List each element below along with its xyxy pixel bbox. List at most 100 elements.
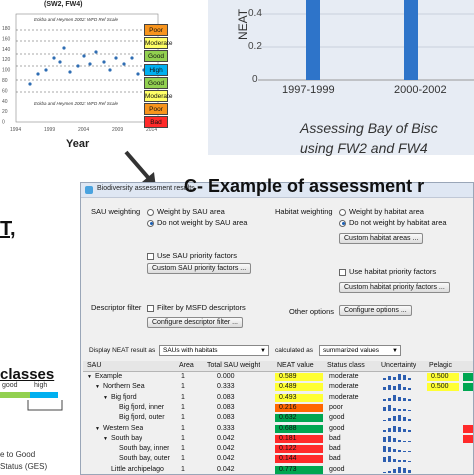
tree-expand-icon[interactable]: ▼ [103, 394, 108, 401]
data-point [76, 64, 80, 68]
sau-radio-no-weight[interactable]: Do not weight by SAU area [147, 218, 247, 227]
display-select[interactable]: SAUs with habitats ▼ [159, 345, 269, 356]
uncertainty-bar [408, 398, 411, 401]
table-row[interactable]: ▼ Western Sea 1 0.333 0.688 good [83, 424, 473, 434]
column-header[interactable]: SAU [87, 362, 102, 369]
uncertainty-bar [408, 409, 411, 411]
uncertainty-bar [408, 451, 411, 453]
other-options-label: Other options [289, 307, 335, 316]
data-point [52, 56, 56, 60]
column-header[interactable]: Uncertainty [381, 362, 417, 369]
data-point [62, 46, 66, 50]
uncertainty-bar [408, 469, 411, 473]
configure-descriptor-filter-button[interactable]: Configure descriptor filter ... [147, 317, 243, 328]
uncertainty-bar [398, 460, 401, 463]
filter-msfd-checkbox[interactable]: Filter by MSFD descriptors [147, 303, 246, 312]
configure-options-button[interactable]: Configure options ... [339, 305, 412, 316]
checkbox-icon [339, 268, 346, 276]
neat-value-fill [275, 373, 323, 381]
sau-name-cell: ▼ Big fjord [103, 393, 137, 401]
uncertainty-bar [383, 471, 386, 473]
data-point [108, 68, 112, 72]
uncertainty-bar [388, 456, 391, 463]
sau-name-cell: Big fjord, inner [119, 403, 165, 411]
extra-column-fill [463, 434, 473, 443]
to-good-text: e to Good [0, 450, 36, 459]
tree-expand-icon[interactable]: ▼ [103, 435, 108, 442]
column-header[interactable]: NEAT value [277, 362, 314, 369]
high-label: high [34, 382, 48, 389]
calculated-select[interactable]: summarized values ▼ [319, 345, 401, 356]
status-class-cell: moderate [329, 383, 359, 391]
neat-value-cell: 0.144 [279, 455, 297, 463]
uncertainty-bar [398, 466, 401, 473]
table-row[interactable]: ▼ South bay 1 0.042 0.181 bad [83, 434, 473, 444]
x-tick: 1994 [10, 127, 21, 133]
tree-expand-icon[interactable]: ▼ [87, 374, 92, 380]
status-class-box: High [144, 63, 168, 76]
area-cell: 1 [181, 403, 185, 411]
habitat-radio-no-weight[interactable]: Do not weight by habitat area [339, 218, 447, 227]
uncertainty-bar [393, 377, 396, 380]
tree-expand-icon[interactable]: ▼ [95, 384, 100, 391]
tree-expand-icon[interactable]: ▼ [95, 425, 100, 432]
uncertainty-bar [383, 429, 386, 432]
uncertainty-bar [408, 440, 411, 442]
uncertainty-bar [408, 388, 411, 391]
habitat-radio-weight[interactable]: Weight by habitat area [339, 207, 424, 216]
uncertainty-bar [403, 397, 406, 401]
table-header-row: SAU Area Total SAU weight NEAT value Sta… [83, 361, 473, 372]
uncertainty-bar [383, 378, 386, 380]
area-cell: 1 [181, 383, 185, 391]
checkbox-icon [147, 304, 154, 312]
column-header[interactable]: Total SAU weight [207, 362, 261, 369]
table-row[interactable]: ▼ Northern Sea 1 0.333 0.489 moderate 0.500 [83, 382, 473, 392]
table-row[interactable]: Big fjord, inner 1 0.083 0.216 poor [83, 403, 473, 413]
table-row[interactable]: ▼ Big fjord 1 0.083 0.493 moderate [83, 393, 473, 403]
weight-cell: 0.000 [217, 373, 235, 380]
radio-icon [147, 219, 154, 227]
legend-bottom: Eckba and Heymen 2002: WFD Ref Scale [34, 101, 119, 106]
column-header[interactable]: Pelagic [429, 362, 452, 369]
uncertainty-bar [398, 426, 401, 432]
x-tick: 1997-1999 [282, 84, 335, 96]
neat-value-fill [275, 403, 323, 412]
table-row[interactable]: South bay, outer 1 0.042 0.144 bad [83, 454, 473, 464]
chevron-down-icon: ▼ [260, 348, 266, 354]
plot-frame [15, 13, 159, 123]
data-point [82, 54, 86, 58]
custom-habitat-areas-button[interactable]: Custom habitat areas ... [339, 233, 424, 244]
area-cell: 1 [181, 373, 185, 380]
classes-heading: classes [0, 366, 55, 383]
x-tick: 1999 [44, 127, 55, 133]
uncertainty-bar [408, 419, 411, 422]
data-point [94, 50, 98, 54]
neat-value-cell: 0.589 [279, 373, 297, 380]
neat-value-cell: 0.688 [279, 424, 297, 432]
table-row[interactable]: Little archipelago 1 0.042 0.773 good [83, 465, 473, 474]
table-row[interactable]: ▼ Example 1 0.000 0.589 moderate 0.500 [83, 372, 473, 382]
table-row[interactable]: Big fjord, outer 1 0.083 0.632 good [83, 413, 473, 423]
uncertainty-bar [388, 418, 391, 422]
use-sau-priority-checkbox[interactable]: Use SAU priority factors [147, 251, 237, 260]
y-tick: 0.4 [248, 8, 262, 19]
sau-name-cell: South bay, outer [119, 455, 170, 463]
uncertainty-bar [408, 429, 411, 432]
status-class-box: Moderate [144, 37, 172, 50]
weight-cell: 0.083 [217, 393, 235, 401]
data-point [28, 82, 32, 86]
chevron-down-icon: ▼ [392, 348, 398, 354]
column-header[interactable]: Area [179, 362, 194, 369]
column-header[interactable]: Status class [327, 362, 365, 369]
neat-value-cell: 0.122 [279, 445, 297, 453]
uncertainty-bar [383, 406, 386, 411]
custom-sau-priority-button[interactable]: Custom SAU priority factors ... [147, 263, 252, 274]
sau-name-cell: ▼ Northern Sea [95, 383, 145, 391]
uncertainty-bar [388, 385, 391, 391]
table-row[interactable]: South bay, inner 1 0.042 0.122 bad [83, 444, 473, 454]
sau-radio-weight[interactable]: Weight by SAU area [147, 207, 225, 216]
custom-habitat-priority-button[interactable]: Custom habitat priority factors ... [339, 282, 450, 293]
y-tick: 120 [2, 57, 11, 63]
use-habitat-priority-checkbox[interactable]: Use habitat priority factors [339, 267, 436, 276]
neat-value-fill [275, 434, 323, 443]
